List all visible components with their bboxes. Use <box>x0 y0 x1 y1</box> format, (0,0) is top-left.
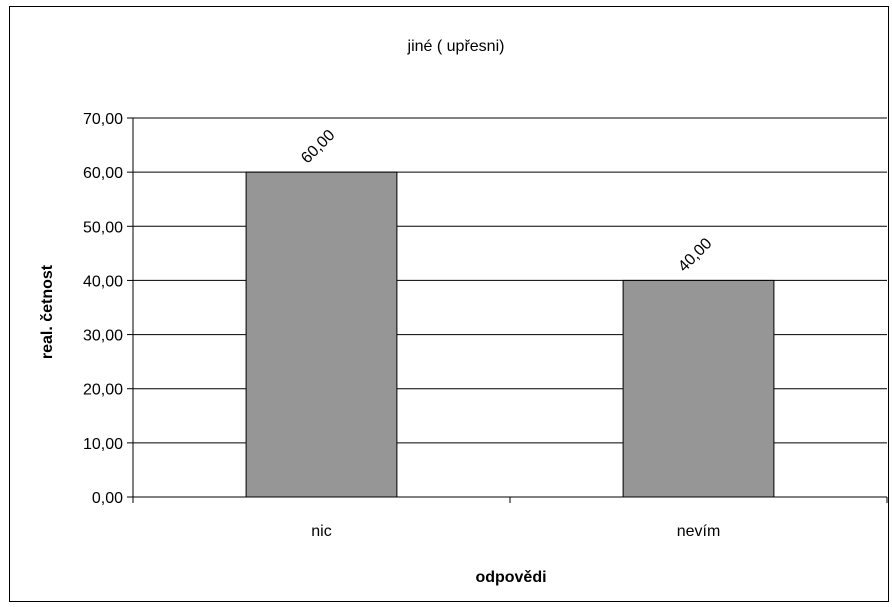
y-tick-label-4: 40,00 <box>83 273 123 290</box>
x-tick-labels: nic nevím <box>311 523 720 540</box>
bar-nic <box>245 171 398 498</box>
y-tick-label-6: 60,00 <box>83 165 123 182</box>
data-label-1: 40,00 <box>675 235 715 275</box>
y-tick-label-3: 30,00 <box>83 328 123 345</box>
data-label-0: 60,00 <box>298 127 338 167</box>
bar-nevím <box>622 279 775 498</box>
y-tick-label-5: 50,00 <box>83 219 123 236</box>
y-tick-label-2: 20,00 <box>83 382 123 399</box>
y-tick-label-0: 0,00 <box>92 490 123 507</box>
bars <box>245 171 775 498</box>
axes <box>132 118 888 503</box>
chart-title: jiné ( upřesni) <box>407 38 505 55</box>
y-tick-label-7: 70,00 <box>83 111 123 128</box>
y-axis-title: real. četnost <box>39 264 56 359</box>
y-tick-label-1: 10,00 <box>83 436 123 453</box>
x-tick-label-1: nevím <box>677 523 721 540</box>
x-tick-label-0: nic <box>311 523 331 540</box>
y-tick-labels: 0,00 10,00 20,00 30,00 40,00 50,00 60,00 70,00 <box>83 111 123 507</box>
x-axis-title: odpovědi <box>475 569 546 586</box>
